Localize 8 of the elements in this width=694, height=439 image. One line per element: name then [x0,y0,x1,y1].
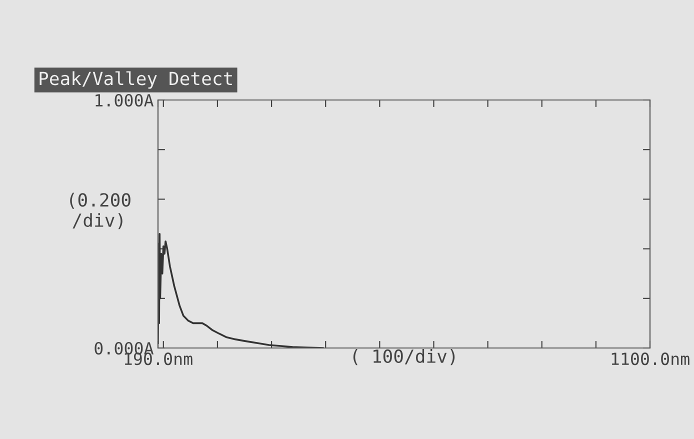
y-tick-label: 1.000A [96,94,154,107]
x-tick-label: 190.0nm [124,352,192,366]
x-tick-label: 1100.0nm [612,352,690,366]
chart-title: Peak/Valley Detect [40,71,232,89]
x-axis-title: ( 100/div) [353,349,455,366]
y-tick-label: 0.000A [94,342,154,355]
line-series [158,233,324,348]
y-axis-title: (0.200 /div) [70,192,130,230]
